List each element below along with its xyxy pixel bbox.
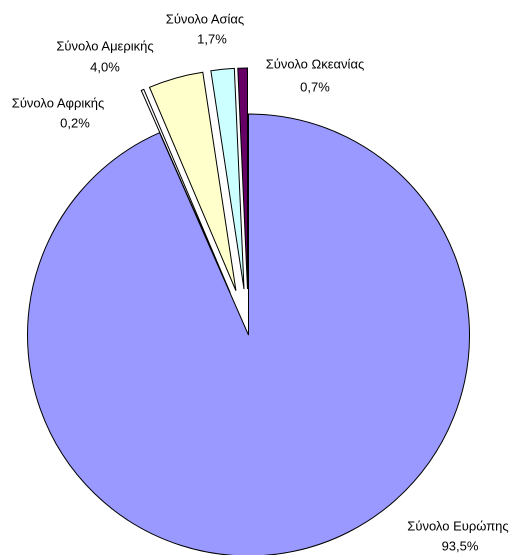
- slice-value-label: 0,7%: [300, 79, 330, 94]
- slice-label: Σύνολο Ασίας: [166, 11, 244, 26]
- pie-slice: [148, 71, 237, 291]
- slice-label: Σύνολο Ευρώπης: [407, 518, 508, 533]
- pie-slice: [210, 67, 245, 290]
- slice-value-label: 4,0%: [90, 59, 120, 74]
- slice-label: Σύνολο Αμερικής: [56, 38, 153, 53]
- slice-label: Σύνολο Αφρικής: [12, 95, 104, 110]
- pie-slice: [27, 113, 470, 557]
- pie-slice: [237, 67, 248, 290]
- slice-value-label: 93,5%: [442, 538, 479, 553]
- pie-slice: [140, 88, 231, 293]
- slice-value-label: 1,7%: [197, 31, 227, 46]
- slice-value-label: 0,2%: [60, 115, 90, 130]
- slice-label: Σύνολο Ωκεανίας: [266, 56, 364, 71]
